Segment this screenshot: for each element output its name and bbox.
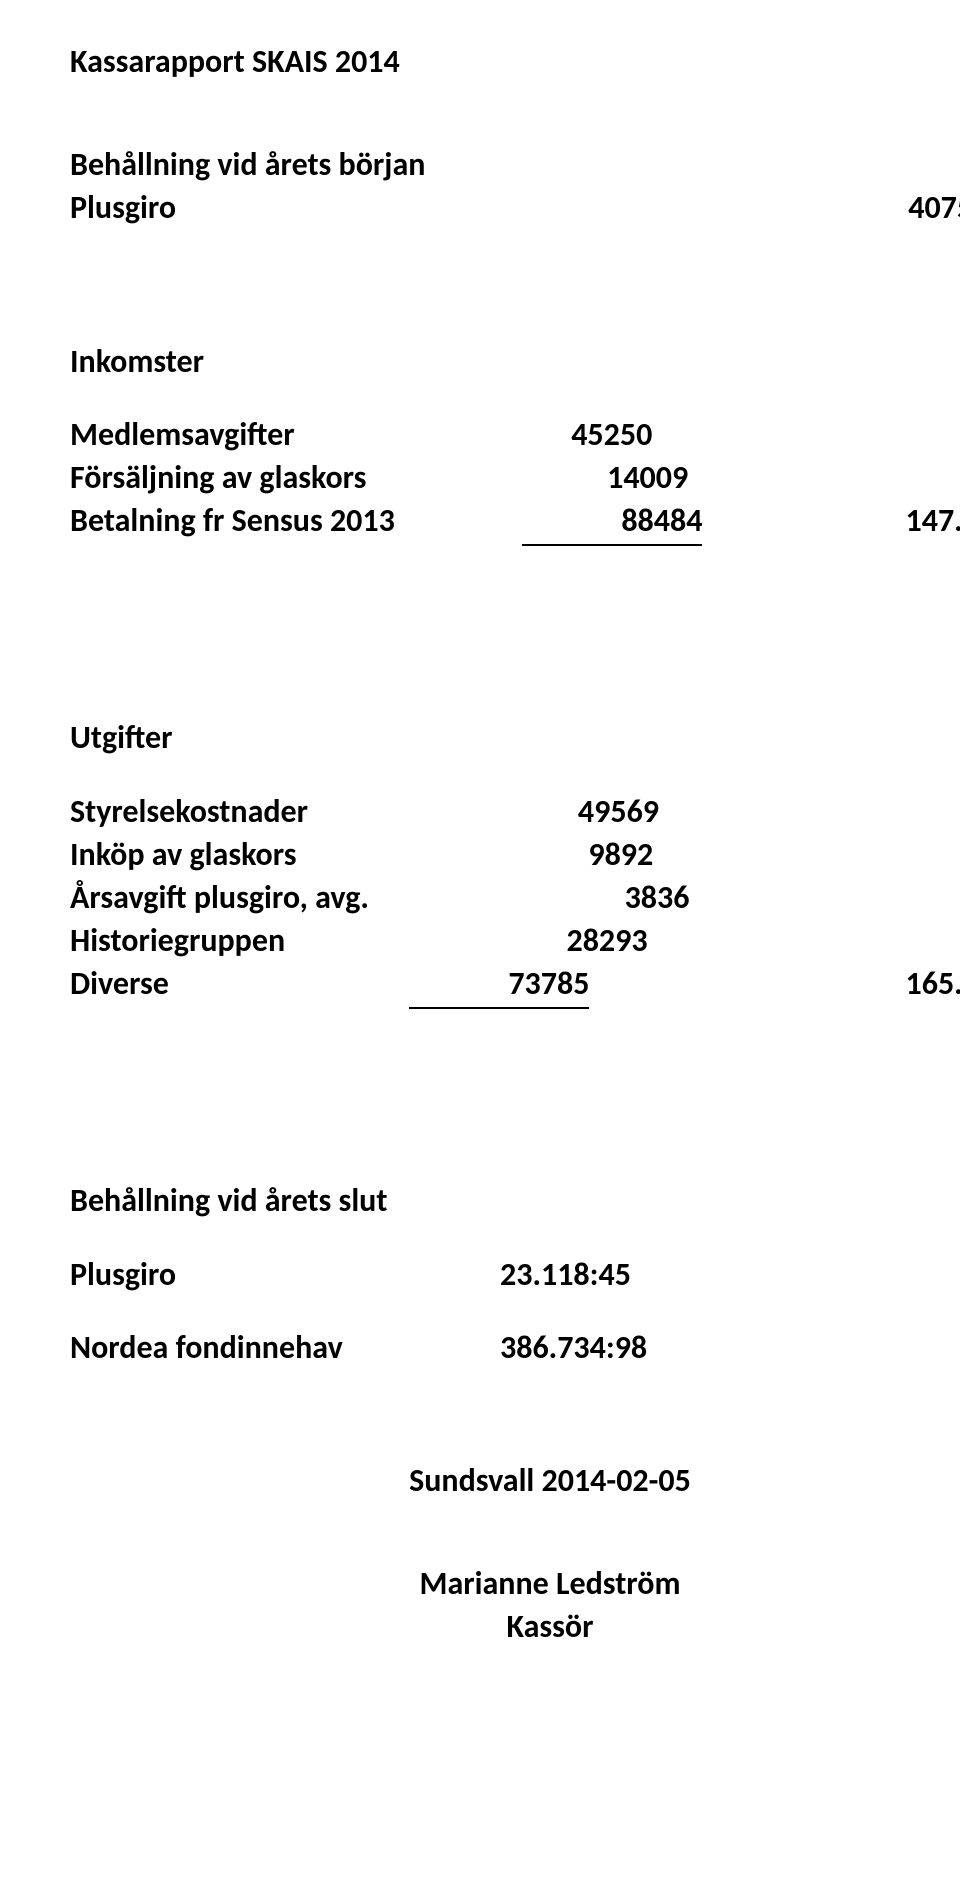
expense-value: 49569 bbox=[479, 790, 659, 833]
closing-value: 23.118:45 bbox=[500, 1253, 631, 1296]
closing-row: Nordea fondinnehav 386.734:98 bbox=[70, 1326, 960, 1369]
expense-label: Styrelsekostnader bbox=[70, 790, 308, 833]
closing-value: 386.734:98 bbox=[500, 1326, 647, 1369]
expense-label: Årsavgift plusgiro, avg. bbox=[70, 876, 369, 919]
income-heading: Inkomster bbox=[70, 340, 960, 383]
expense-row: Inköp av glaskors 9892 bbox=[70, 833, 960, 876]
income-total: 147.743:- bbox=[830, 499, 960, 542]
expense-row: Diverse 73785 165.375:- bbox=[70, 962, 960, 1009]
income-row: Försäljning av glaskors 14009 bbox=[70, 456, 960, 499]
income-value: 45250 bbox=[472, 413, 652, 456]
income-label: Försäljning av glaskors bbox=[70, 456, 366, 499]
closing-row: Plusgiro 23.118:45 bbox=[70, 1253, 960, 1296]
footer-place-date: Sundsvall 2014-02-05 bbox=[290, 1459, 810, 1502]
opening-heading: Behållning vid årets början bbox=[70, 143, 960, 186]
income-value: 14009 bbox=[508, 456, 688, 499]
income-label: Medlemsavgifter bbox=[70, 413, 295, 456]
opening-row: Plusgiro 40750,26 bbox=[70, 186, 960, 229]
expense-value: 73785 bbox=[409, 962, 589, 1009]
expense-label: Diverse bbox=[70, 962, 169, 1005]
footer-role: Kassör bbox=[290, 1605, 810, 1648]
expense-label: Inköp av glaskors bbox=[70, 833, 296, 876]
expenses-total: 165.375:- bbox=[830, 962, 960, 1005]
closing-label: Nordea fondinnehav bbox=[70, 1326, 500, 1369]
footer-name: Marianne Ledström bbox=[290, 1562, 810, 1605]
expense-value: 3836 bbox=[509, 876, 689, 919]
page-title: Kassarapport SKAIS 2014 bbox=[70, 40, 960, 83]
closing-heading: Behållning vid årets slut bbox=[70, 1179, 960, 1222]
closing-label: Plusgiro bbox=[70, 1253, 500, 1296]
expense-value: 28293 bbox=[468, 919, 648, 962]
expenses-heading: Utgifter bbox=[70, 716, 960, 759]
opening-value: 40750,26 bbox=[830, 186, 960, 229]
income-row: Betalning fr Sensus 2013 88484 147.743:- bbox=[70, 499, 960, 546]
opening-label: Plusgiro bbox=[70, 186, 176, 229]
expense-row: Historiegruppen 28293 bbox=[70, 919, 960, 962]
income-label: Betalning fr Sensus 2013 bbox=[70, 499, 395, 542]
income-row: Medlemsavgifter 45250 bbox=[70, 413, 960, 456]
expense-row: Årsavgift plusgiro, avg. 3836 bbox=[70, 876, 960, 919]
expense-row: Styrelsekostnader 49569 bbox=[70, 790, 960, 833]
income-value: 88484 bbox=[522, 499, 702, 546]
expense-label: Historiegruppen bbox=[70, 919, 285, 962]
expense-value: 9892 bbox=[473, 833, 653, 876]
